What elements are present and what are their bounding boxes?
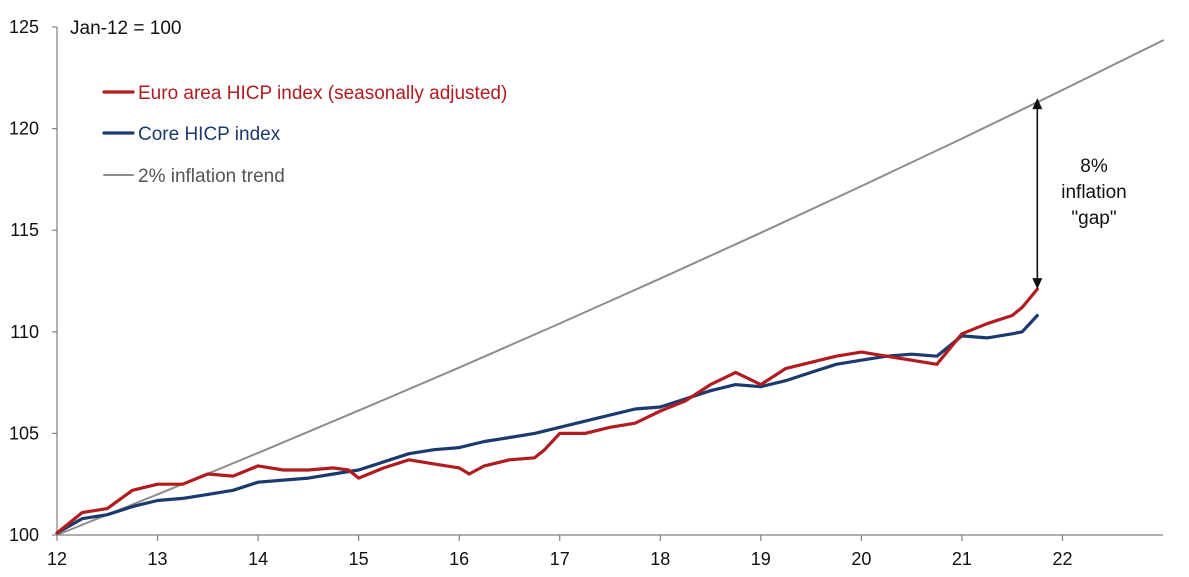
y-tick-label: 125: [9, 17, 39, 37]
x-tick-label: 12: [47, 549, 67, 569]
legend-label: 2% inflation trend: [138, 166, 285, 187]
series-layer: [55, 39, 1164, 536]
axes: 100 105 110 115 120 125 12 13 14 15 16 17 18 19 20 21 22: [9, 17, 1163, 569]
series-line-hicp: [55, 287, 1039, 535]
x-tick-label: 20: [851, 549, 871, 569]
x-tick-label: 22: [1052, 549, 1072, 569]
legend-label: Euro area HICP index (seasonally adjuste…: [138, 83, 507, 104]
y-tick-label: 105: [9, 423, 39, 443]
x-tick-label: 15: [349, 549, 369, 569]
gap-annotation-line: 8%: [1080, 156, 1108, 177]
x-tick-label: 14: [248, 549, 268, 569]
x-tick-label: 18: [650, 549, 670, 569]
y-tick-label: 115: [10, 220, 39, 240]
series-line-core: [55, 313, 1039, 535]
legend: Euro area HICP index (seasonally adjuste…: [102, 83, 507, 187]
gap-annotation-line: inflation: [1061, 182, 1127, 203]
gap-annotation-line: "gap": [1071, 208, 1116, 229]
series-line-trend: [56, 39, 1164, 536]
y-tick-label: 100: [9, 525, 39, 545]
legend-label: Core HICP index: [138, 124, 281, 145]
x-tick-label: 21: [952, 549, 972, 569]
gap-arrow-head-bottom: [1032, 278, 1043, 290]
y-tick-label: 110: [10, 322, 39, 342]
gap-arrow-head-top: [1032, 98, 1043, 110]
annotation-layer: 8% inflation "gap": [1032, 98, 1127, 290]
x-tick-label: 16: [449, 549, 469, 569]
y-tick-label: 120: [9, 119, 39, 139]
x-tick-label: 13: [148, 549, 168, 569]
x-tick-label: 17: [550, 549, 570, 569]
x-tick-label: 19: [751, 549, 771, 569]
unit-note: Jan-12 = 100: [70, 18, 181, 39]
